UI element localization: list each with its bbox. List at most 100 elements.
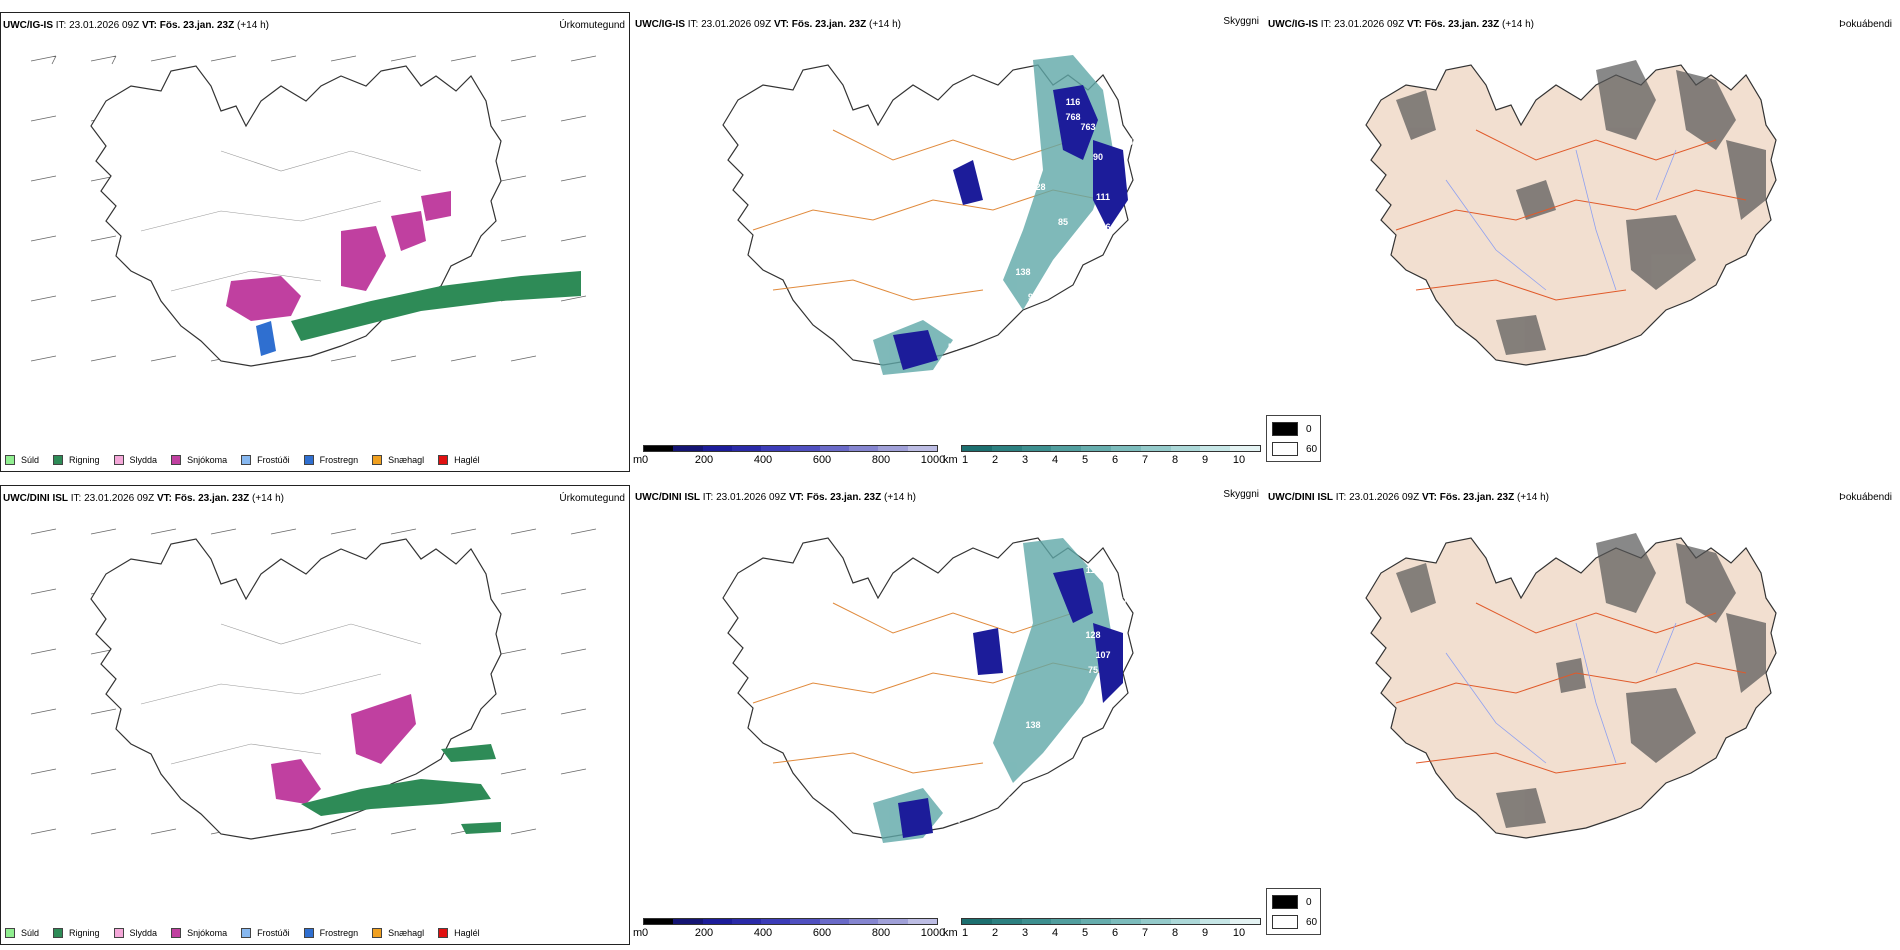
legend-item: Haglél: [438, 455, 480, 465]
visibility-value-label: 36: [968, 840, 978, 850]
visibility-value-label: 88: [983, 322, 993, 332]
legend-item: Haglél: [438, 928, 480, 938]
colorbar-swatch: [644, 446, 674, 451]
visibility-value-label: 66: [1128, 252, 1138, 262]
panel-name: Þokuábendi: [1839, 492, 1892, 503]
visibility-value-label: 107: [1095, 650, 1110, 660]
visibility-value-label: 45: [1118, 745, 1128, 755]
visibility-value-label: 436: [1095, 222, 1110, 232]
visibility-value-label: 51: [1148, 212, 1158, 222]
visibility-value-label: 67: [1158, 625, 1168, 635]
visibility-m-colorbar: m 0 200 400 600 800 1000: [633, 445, 945, 470]
visibility-value-label: 111: [1096, 192, 1110, 202]
colorbar-swatch: [1081, 919, 1111, 924]
visibility-km-colorbar: km 1 2 3 4 5 6 7 8 9 10: [943, 445, 1263, 470]
visibility-value-label: 63: [1153, 640, 1163, 650]
legend-item: Snjókoma: [171, 928, 227, 938]
panel-title: UWC/IG-IS IT: 23.01.2026 09Z VT: Fös. 23…: [635, 19, 901, 30]
colorbar-swatch: [819, 919, 850, 924]
colorbar-swatch: [991, 919, 1022, 924]
legend-item: Snæhagl: [372, 928, 424, 938]
panel-title: UWC/IG-IS IT: 23.01.2026 09Z VT: Fös. 23…: [3, 20, 269, 31]
panel-title: UWC/DINI ISL IT: 23.01.2026 09Z VT: Fös.…: [3, 493, 284, 504]
visibility-value-label: 763: [1080, 122, 1095, 132]
legend-item: Snjókoma: [171, 455, 227, 465]
colorbar-swatch: [1200, 446, 1231, 451]
panel-title: UWC/DINI ISL IT: 23.01.2026 09Z VT: Fös.…: [1268, 492, 1549, 503]
visibility-value-label: 87: [1133, 197, 1143, 207]
visibility-value-label: 68: [778, 92, 788, 102]
colorbar-swatch: [702, 919, 732, 924]
colorbar-swatch: [761, 446, 791, 451]
colorbar-m-swatches: [643, 445, 938, 452]
visibility-value-label: 128: [1030, 182, 1045, 192]
visibility-panel-top: UWC/IG-IS IT: 23.01.2026 09Z VT: Fös. 23…: [633, 12, 1263, 472]
visibility-value-label: 103: [875, 252, 890, 262]
colorbar-m-swatches: [643, 918, 938, 925]
panel-name: Skyggni: [1223, 489, 1259, 500]
visibility-value-label: 60: [1153, 177, 1163, 187]
colorbar-swatch: [907, 919, 937, 924]
legend-item: Slydda: [113, 928, 157, 938]
fog-panel-bottom: UWC/DINI ISL IT: 23.01.2026 09Z VT: Fös.…: [1266, 485, 1896, 945]
visibility-value-label: 51: [973, 800, 983, 810]
colorbar-swatch: [878, 446, 908, 451]
legend-item: Rigning: [53, 455, 100, 465]
visibility-value-label: 111: [976, 227, 990, 237]
precip-panel-bottom: UWC/DINI ISL IT: 23.01.2026 09Z VT: Fös.…: [0, 485, 630, 945]
visibility-value-label: 64: [1108, 272, 1118, 282]
panel-title: UWC/DINI ISL IT: 23.01.2026 09Z VT: Fös.…: [635, 492, 916, 503]
colorbar-swatch: [1021, 446, 1052, 451]
precip-map: [30, 55, 597, 367]
precip-map: [30, 528, 597, 840]
visibility-value-label: 59: [1138, 142, 1148, 152]
colorbar-swatch: [1170, 919, 1201, 924]
visibility-panel-bottom: UWC/DINI ISL IT: 23.01.2026 09Z VT: Fös.…: [633, 485, 1263, 945]
colorbar-swatch: [1051, 446, 1082, 451]
colorbar-swatch: [1021, 919, 1052, 924]
visibility-value-label: 18: [1063, 297, 1073, 307]
visibility-value-label: 64: [1148, 605, 1158, 615]
panel-name: Úrkomutegund: [559, 20, 625, 31]
colorbar-swatch: [761, 919, 791, 924]
visibility-value-label: 768: [1065, 112, 1080, 122]
visibility-value-label: 102: [1005, 172, 1020, 182]
legend-item: Frostregn: [303, 455, 358, 465]
colorbar-swatch: [1140, 446, 1171, 451]
visibility-value-label: 28: [953, 795, 963, 805]
visibility-m-colorbar: m 0 200 400 600 800 1000: [633, 918, 945, 943]
visibility-value-label: 58: [948, 342, 958, 352]
colorbar-swatch: [1051, 919, 1082, 924]
colorbar-swatch: [878, 919, 908, 924]
legend-item: Frostregn: [303, 928, 358, 938]
colorbar-swatch: [1110, 446, 1141, 451]
colorbar-swatch: [962, 446, 992, 451]
visibility-km-colorbar: km 1 2 3 4 5 6 7 8 9 10: [943, 918, 1263, 943]
legend-item: Slydda: [113, 455, 157, 465]
colorbar-swatch: [991, 446, 1022, 451]
colorbar-swatch: [849, 919, 879, 924]
visibility-value-label: 115: [926, 372, 941, 382]
colorbar-swatch: [1230, 919, 1260, 924]
visibility-value-label: 128: [1085, 630, 1100, 640]
colorbar-swatch: [1200, 919, 1231, 924]
visibility-value-label: 51: [1128, 715, 1138, 725]
colorbar-swatch: [1230, 446, 1260, 451]
visibility-value-label: 85: [1058, 217, 1068, 227]
visibility-value-label: 133: [960, 322, 975, 332]
colorbar-swatch: [644, 919, 674, 924]
colorbar-swatch: [673, 446, 703, 451]
visibility-value-label: 90: [1093, 152, 1103, 162]
fog-legend-box: 0 60: [1266, 415, 1321, 462]
visibility-value-label: 116: [1066, 97, 1081, 107]
visibility-value-label: 138: [1015, 267, 1030, 277]
precip-legend: Súld Rigning Slydda Snjókoma Frostúði Fr…: [5, 455, 494, 465]
visibility-value-label: 96: [1028, 292, 1038, 302]
visibility-value-label: 58: [1148, 162, 1158, 172]
visibility-value-label: 81: [998, 620, 1008, 630]
visibility-value-label: 119: [1086, 565, 1101, 575]
panel-name: Úrkomutegund: [559, 493, 625, 504]
fog-panel-top: UWC/IG-IS IT: 23.01.2026 09Z VT: Fös. 23…: [1266, 12, 1896, 472]
